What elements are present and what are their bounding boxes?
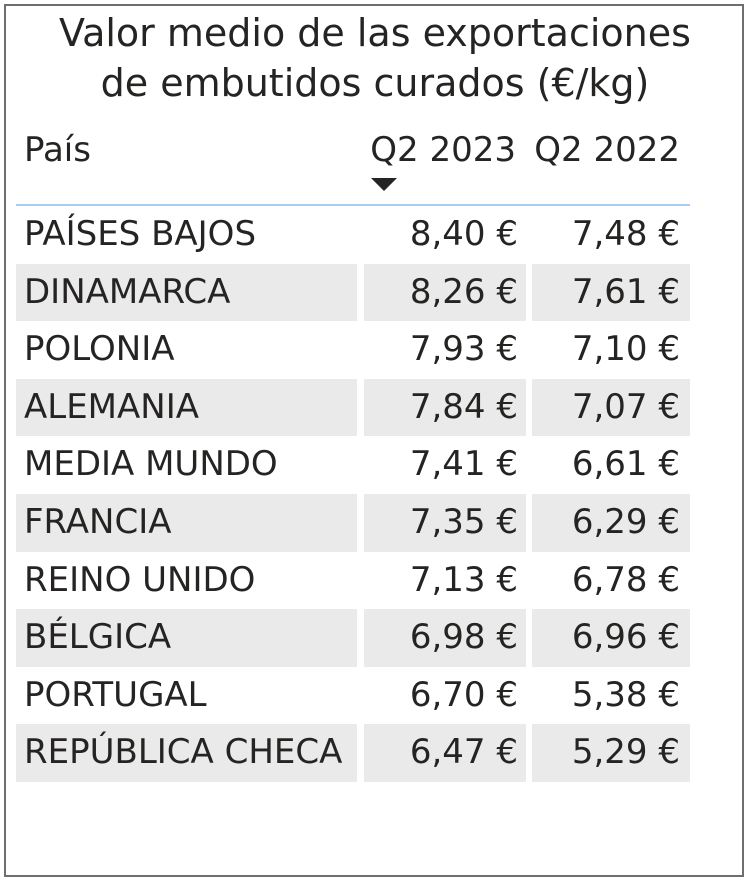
column-header-pais[interactable]: País [24,130,91,170]
chart-title: Valor medio de las exportaciones de embu… [0,8,750,108]
table-row: BÉLGICA 6,98 € 6,96 € [16,609,690,667]
cell-pais: POLONIA [24,329,175,370]
cell-pais: PAÍSES BAJOS [24,214,257,254]
column-header-q2-2022[interactable]: Q2 2022 [534,130,680,170]
cell-pais: FRANCIA [24,501,172,542]
chart-title-line-2: de embutidos curados (€/kg) [100,61,650,105]
cell-pais: PORTUGAL [24,674,207,715]
cell-q2-2023: 7,13 € [409,559,518,600]
table-row: REPÚBLICA CHECA 6,47 € 5,29 € [16,724,690,782]
table-row: MEDIA MUNDO 7,41 € 6,61 € [16,436,690,494]
cell-pais: REPÚBLICA CHECA [24,732,343,773]
cell-q2-2023: 7,41 € [409,444,518,485]
cell-pais: MEDIA MUNDO [24,444,278,485]
cell-pais: REINO UNIDO [24,559,256,600]
cell-pais: BÉLGICA [24,617,172,658]
cell-q2-2023: 7,35 € [409,501,518,542]
cell-q2-2023: 7,84 € [409,386,518,427]
table-row: REINO UNIDO 7,13 € 6,78 € [16,552,690,610]
table-row: PORTUGAL 6,70 € 5,38 € [16,667,690,725]
table-row: PAÍSES BAJOS 8,40 € 7,48 € [16,206,690,264]
column-header-q2-2023[interactable]: Q2 2023 [370,130,516,170]
chart-title-line-1: Valor medio de las exportaciones [59,11,691,55]
cell-q2-2023: 8,26 € [409,271,518,312]
cell-q2-2022: 5,38 € [571,674,680,715]
cell-q2-2022: 7,48 € [571,214,680,254]
cell-q2-2023: 6,47 € [409,732,518,773]
cell-q2-2023: 6,98 € [409,617,518,658]
cell-q2-2023: 8,40 € [409,214,518,254]
cell-q2-2022: 7,07 € [571,386,680,427]
sort-descending-icon[interactable] [371,178,397,191]
cell-q2-2022: 7,10 € [571,329,680,370]
table-row: DINAMARCA 8,26 € 7,61 € [16,263,690,322]
cell-q2-2022: 7,61 € [571,271,680,312]
cell-q2-2022: 6,61 € [571,444,680,485]
cell-q2-2022: 5,29 € [571,732,680,773]
table-row: FRANCIA 7,35 € 6,29 € [16,493,690,552]
cell-q2-2022: 6,78 € [571,559,680,600]
table-row: ALEMANIA 7,84 € 7,07 € [16,378,690,437]
table-row: POLONIA 7,93 € 7,10 € [16,321,690,379]
table-body: PAÍSES BAJOS 8,40 € 7,48 € DINAMARCA 8,26 € 7… [16,206,690,782]
cell-q2-2023: 7,93 € [409,329,518,370]
cell-q2-2022: 6,29 € [571,501,680,542]
data-table: País Q2 2023 Q2 2022 PAÍSES BAJOS 8,40 € 7… [16,128,690,782]
cell-q2-2022: 6,96 € [571,617,680,658]
cell-pais: ALEMANIA [24,386,199,427]
cell-q2-2023: 6,70 € [409,674,518,715]
cell-pais: DINAMARCA [24,271,231,312]
table-header: País Q2 2023 Q2 2022 [16,128,690,206]
